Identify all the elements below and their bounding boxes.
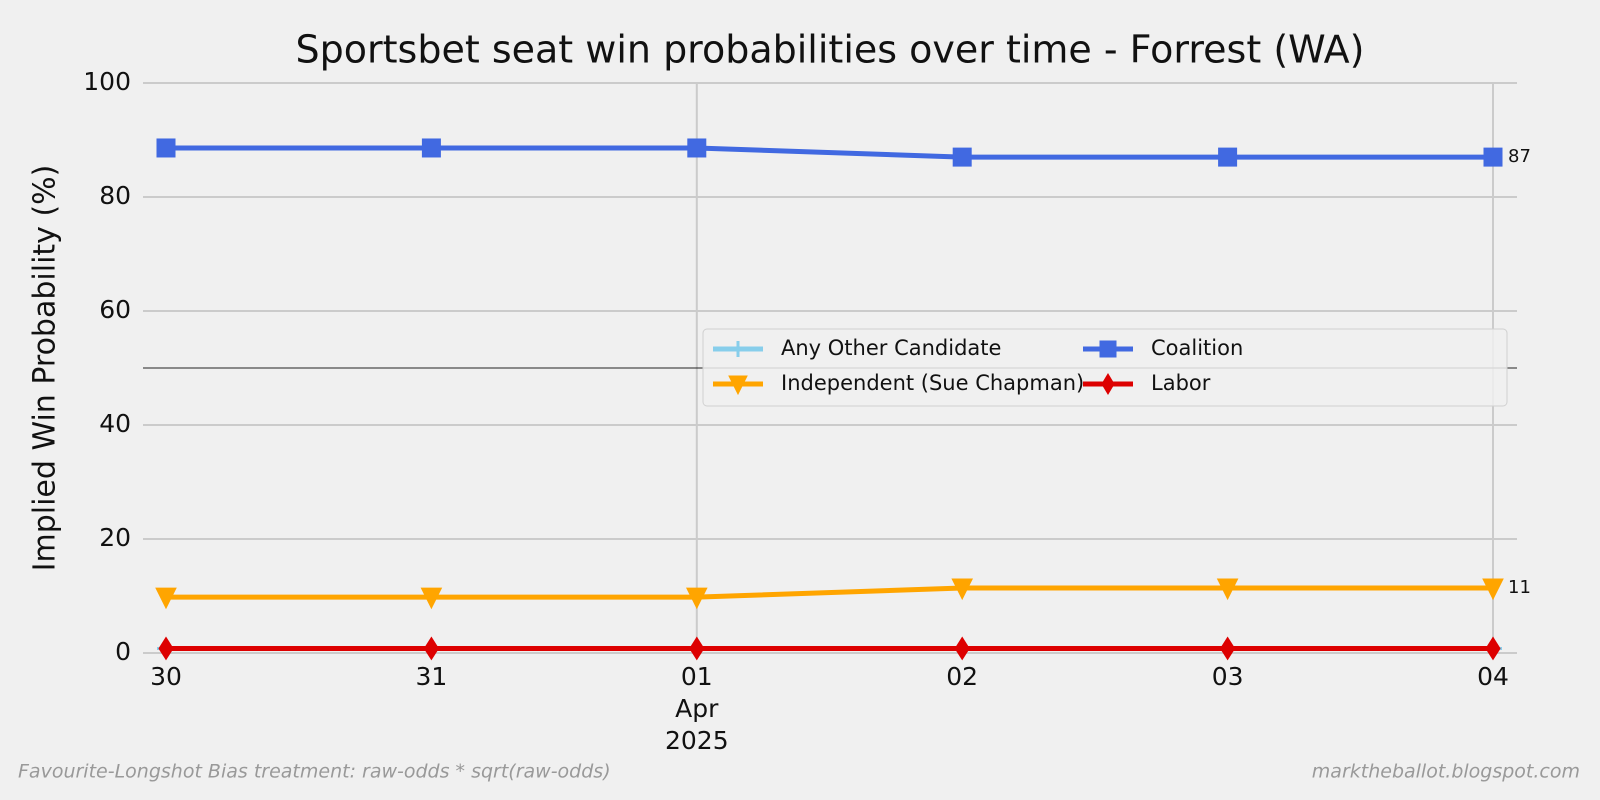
marker [1483, 147, 1503, 167]
series-line [166, 145, 1493, 160]
x-tick-label: 31 [415, 662, 447, 691]
y-tick-label: 0 [115, 637, 131, 666]
marker [1220, 636, 1236, 661]
y-tick-label: 80 [99, 181, 131, 210]
marker [728, 375, 748, 396]
marker [421, 138, 441, 158]
marker [951, 578, 974, 601]
marker [685, 587, 708, 610]
x-tick-label: 01 [681, 662, 713, 691]
legend-label: Labor [1151, 371, 1211, 395]
legend-label: Independent (Sue Chapman) [781, 371, 1084, 395]
marker [687, 138, 707, 158]
y-tick-label: 60 [99, 295, 131, 324]
marker [420, 587, 443, 610]
y-tick-label: 20 [99, 523, 131, 552]
y-tick-label: 100 [83, 67, 131, 96]
marker [954, 636, 970, 661]
marker [155, 587, 177, 610]
marker [423, 636, 439, 661]
y-axis-label: Implied Win Probability (%) [28, 165, 63, 572]
value-label: 87 [1508, 146, 1531, 167]
marker [730, 341, 746, 357]
marker [952, 147, 972, 167]
chart-title: Sportsbet seat win probabilities over ti… [296, 28, 1365, 72]
marker [1218, 147, 1238, 167]
marker [156, 138, 176, 158]
x-tick-sublabel: Apr [675, 694, 719, 723]
marker [689, 636, 705, 661]
x-tick-sublabel: 2025 [665, 726, 729, 755]
value-label: 11 [1508, 577, 1531, 598]
legend-label: Coalition [1151, 336, 1243, 360]
marker [1485, 636, 1501, 661]
marker [158, 636, 174, 661]
x-tick-label: 02 [946, 662, 978, 691]
x-tick-label: 03 [1212, 662, 1244, 691]
series-line [166, 585, 1493, 600]
y-tick-label: 40 [99, 409, 131, 438]
marker [1482, 578, 1504, 601]
legend-box [702, 328, 1508, 407]
marker [1101, 373, 1115, 395]
marker [1099, 340, 1117, 358]
x-tick-label: 30 [150, 662, 182, 691]
footnote: Favourite-Longshot Bias treatment: raw-o… [18, 761, 611, 783]
marker [1216, 578, 1239, 601]
legend-label: Any Other Candidate [781, 336, 1001, 360]
footnote: marktheballot.blogspot.com [1312, 761, 1580, 783]
x-tick-label: 04 [1477, 662, 1509, 691]
